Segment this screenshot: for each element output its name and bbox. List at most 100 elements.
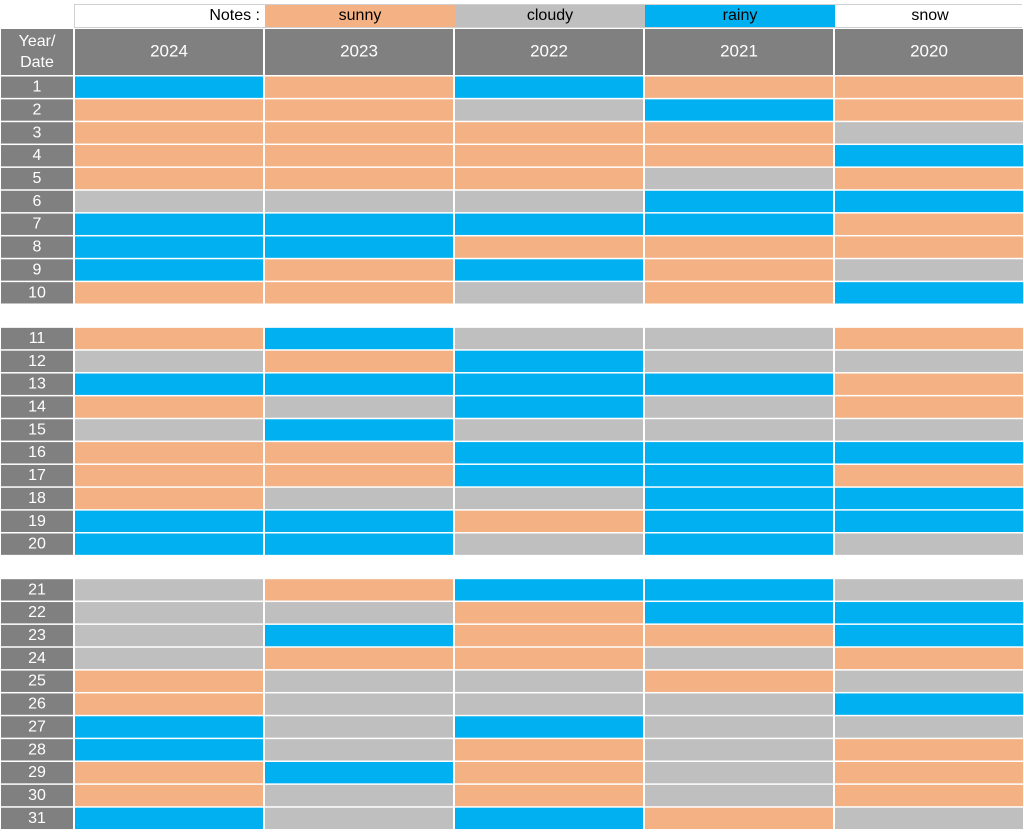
row-header-13 (1, 373, 73, 395)
row-label-7: 7 (33, 216, 42, 233)
cell-2021-day-5 (645, 167, 833, 190)
row-label-29: 29 (28, 764, 46, 781)
cell-2022-day-20 (455, 533, 643, 555)
row-label-2: 2 (33, 101, 42, 118)
cell-2022-day-4 (455, 145, 643, 167)
legend-item-snow: snow (835, 5, 1024, 27)
cell-2021-day-20 (645, 533, 833, 555)
cell-2023-day-30 (265, 784, 453, 807)
cell-2021-day-31 (645, 807, 833, 830)
row-label-19: 19 (28, 513, 46, 530)
cell-2023-day-10 (265, 282, 453, 304)
cell-2020-day-19 (835, 510, 1023, 532)
row-label-10: 10 (28, 284, 46, 301)
cell-2021-day-27 (645, 716, 833, 738)
row-header-4 (1, 145, 73, 167)
cell-2020-day-20 (835, 533, 1023, 555)
cell-2020-day-29 (835, 762, 1023, 784)
cell-2021-day-14 (645, 396, 833, 418)
row-label-22: 22 (28, 604, 46, 621)
row-label-12: 12 (28, 353, 46, 370)
row-header-31 (1, 807, 73, 830)
column-header-label-2020: 2020 (910, 41, 948, 60)
row-header-26 (1, 693, 73, 715)
cell-2023-day-11 (265, 327, 453, 350)
row-label-28: 28 (28, 741, 46, 758)
cell-2022-day-29 (455, 762, 643, 784)
cell-2024-day-25 (75, 670, 263, 692)
cell-2022-day-14 (455, 396, 643, 418)
column-header-2023 (265, 29, 453, 75)
cell-2021-day-28 (645, 739, 833, 761)
row-label-15: 15 (28, 421, 46, 438)
cell-2020-day-2 (835, 99, 1023, 121)
cell-2021-day-16 (645, 442, 833, 464)
cell-2024-day-11 (75, 327, 263, 350)
cell-2024-day-23 (75, 624, 263, 647)
row-header-11 (1, 327, 73, 350)
legend-item-cloudy: cloudy (455, 5, 645, 27)
row-header-23 (1, 624, 73, 647)
row-header-9 (1, 259, 73, 281)
cell-2022-day-12 (455, 350, 643, 373)
cell-2024-day-9 (75, 259, 263, 281)
corner-label-date: Date (20, 54, 54, 71)
row-label-5: 5 (33, 170, 42, 187)
column-header-label-2022: 2022 (530, 41, 568, 60)
row-header-25 (1, 670, 73, 692)
cell-2024-day-5 (75, 167, 263, 190)
column-header-label-2024: 2024 (150, 41, 188, 60)
cell-2023-day-5 (265, 167, 453, 190)
cell-2020-day-26 (835, 693, 1023, 715)
cell-2020-day-22 (835, 602, 1023, 624)
row-label-30: 30 (28, 787, 46, 804)
cell-2022-day-2 (455, 99, 643, 121)
cell-2020-day-23 (835, 624, 1023, 647)
cell-2024-day-21 (75, 579, 263, 601)
cell-2021-day-13 (645, 373, 833, 395)
row-header-29 (1, 762, 73, 784)
row-label-16: 16 (28, 444, 46, 461)
cell-2023-day-3 (265, 122, 453, 144)
row-label-26: 26 (28, 696, 46, 713)
cell-2023-day-25 (265, 670, 453, 692)
cell-2020-day-31 (835, 807, 1023, 830)
column-header-2024 (75, 29, 263, 75)
cell-2024-day-28 (75, 739, 263, 761)
row-header-27 (1, 716, 73, 738)
cell-2023-day-12 (265, 350, 453, 373)
cell-2022-day-13 (455, 373, 643, 395)
row-header-14 (1, 396, 73, 418)
cell-2024-day-26 (75, 693, 263, 715)
row-header-2 (1, 99, 73, 121)
row-header-10 (1, 282, 73, 304)
cell-2022-day-18 (455, 487, 643, 510)
row-label-25: 25 (28, 673, 46, 690)
cell-2023-day-24 (265, 647, 453, 670)
cell-2023-day-20 (265, 533, 453, 555)
row-label-6: 6 (33, 193, 42, 210)
cell-2021-day-21 (645, 579, 833, 601)
row-header-7 (1, 213, 73, 235)
cell-2023-day-7 (265, 213, 453, 235)
cell-2024-day-16 (75, 442, 263, 464)
row-header-22 (1, 602, 73, 624)
cell-2023-day-8 (265, 236, 453, 258)
row-header-28 (1, 739, 73, 761)
cell-2023-day-18 (265, 487, 453, 510)
cell-2023-day-19 (265, 510, 453, 532)
cell-2023-day-21 (265, 579, 453, 601)
cell-2023-day-9 (265, 259, 453, 281)
column-header-2021 (645, 29, 833, 75)
cell-2024-day-15 (75, 419, 263, 441)
cell-2021-day-2 (645, 99, 833, 121)
row-header-6 (1, 190, 73, 213)
row-label-9: 9 (33, 261, 42, 278)
cell-2023-day-29 (265, 762, 453, 784)
cell-2022-day-28 (455, 739, 643, 761)
cell-2022-day-7 (455, 213, 643, 235)
cell-2022-day-26 (455, 693, 643, 715)
row-label-11: 11 (29, 330, 46, 347)
cell-2023-day-4 (265, 145, 453, 167)
cell-2021-day-4 (645, 145, 833, 167)
